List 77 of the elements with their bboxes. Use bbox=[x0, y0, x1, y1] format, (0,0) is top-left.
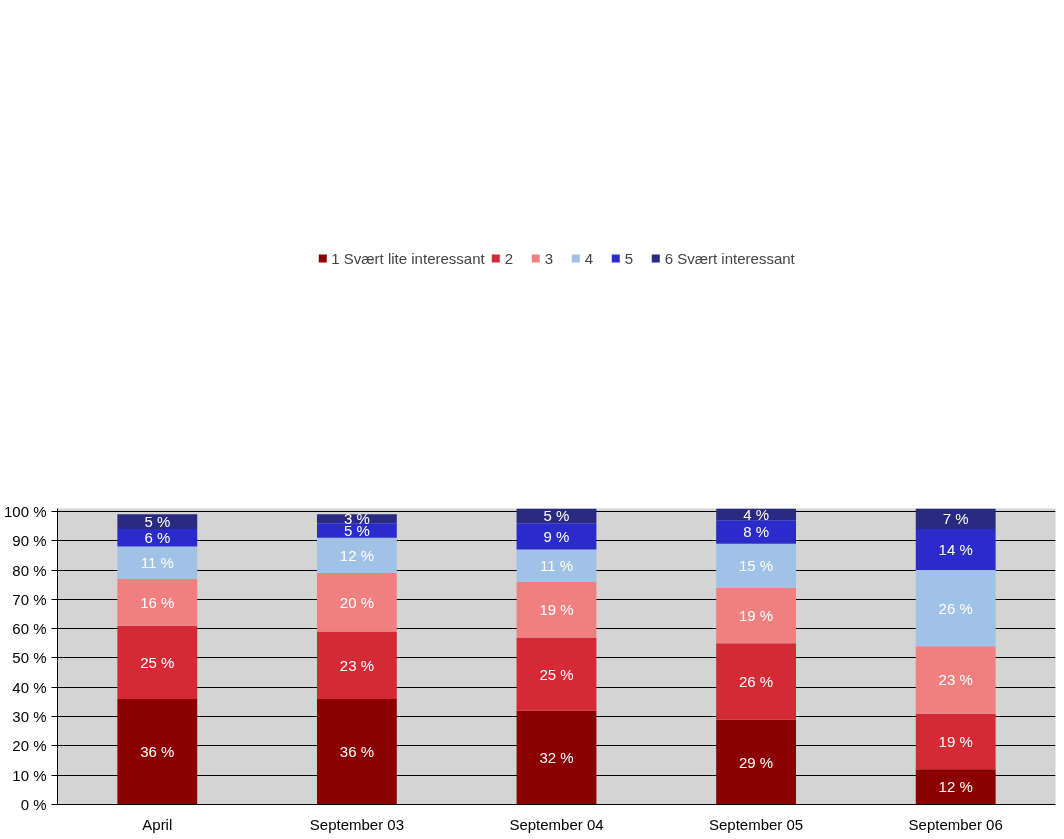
data-label: 19 % bbox=[739, 606, 774, 624]
data-label: 15 % bbox=[739, 557, 774, 575]
bar bbox=[516, 581, 597, 638]
data-label: 25 % bbox=[140, 653, 175, 671]
data-label: 8 % bbox=[743, 523, 770, 541]
bar bbox=[316, 572, 397, 632]
data-label: 19 % bbox=[938, 732, 973, 750]
bar bbox=[516, 637, 597, 711]
data-label: 20 % bbox=[339, 593, 375, 611]
data-label: 19 % bbox=[539, 601, 574, 619]
x-tick-label: September 03 bbox=[309, 815, 405, 833]
legend-label: 3 bbox=[544, 249, 554, 267]
bar bbox=[117, 578, 198, 626]
y-tick-label: 0 % bbox=[20, 796, 47, 813]
bar bbox=[117, 546, 198, 579]
bar bbox=[915, 508, 996, 530]
x-tick-label: September 05 bbox=[708, 815, 804, 833]
data-label: 32 % bbox=[539, 749, 574, 767]
data-label: 36 % bbox=[140, 743, 175, 761]
data-label: 11 % bbox=[539, 557, 574, 575]
bar bbox=[716, 543, 797, 588]
data-label: 4 % bbox=[743, 505, 770, 523]
y-tick-label: 10 % bbox=[12, 766, 47, 784]
y-tick-label: 70 % bbox=[12, 590, 47, 608]
data-label: 26 % bbox=[938, 599, 973, 617]
bar bbox=[915, 529, 996, 571]
y-tick-label: 80 % bbox=[12, 561, 47, 579]
data-label: 7 % bbox=[942, 510, 969, 528]
bar bbox=[716, 719, 797, 805]
bar bbox=[117, 625, 198, 699]
x-tick-label: April bbox=[142, 815, 173, 833]
bar bbox=[716, 643, 797, 720]
bar bbox=[117, 699, 198, 805]
y-tick-label: 40 % bbox=[12, 678, 47, 696]
bar bbox=[915, 570, 996, 647]
bar bbox=[516, 523, 597, 550]
y-tick-label: 100 % bbox=[3, 502, 47, 520]
bar bbox=[117, 529, 198, 547]
data-label: 9 % bbox=[543, 527, 570, 545]
bar bbox=[316, 523, 397, 538]
data-label: 12 % bbox=[339, 546, 375, 564]
bar bbox=[316, 631, 397, 699]
bar bbox=[716, 587, 797, 644]
data-label: 26 % bbox=[739, 672, 774, 690]
legend-label: 5 bbox=[624, 249, 634, 267]
legend-label: 2 bbox=[504, 249, 514, 267]
y-tick-label: 90 % bbox=[12, 532, 47, 550]
x-tick-label: September 04 bbox=[509, 815, 604, 833]
y-tick-label: 50 % bbox=[12, 649, 47, 667]
legend-label: 6 Svært interessant bbox=[664, 249, 795, 267]
data-label: 12 % bbox=[938, 778, 973, 796]
bar bbox=[316, 537, 397, 573]
data-label: 16 % bbox=[140, 593, 175, 611]
legend-label: 4 bbox=[584, 249, 594, 267]
data-label: 11 % bbox=[140, 554, 174, 572]
bar bbox=[516, 549, 597, 582]
data-label: 5 % bbox=[144, 513, 171, 531]
bar bbox=[915, 646, 996, 714]
data-label: 23 % bbox=[938, 671, 973, 689]
bar bbox=[117, 514, 198, 530]
data-label: 23 % bbox=[339, 656, 375, 674]
data-label: 36 % bbox=[339, 743, 375, 761]
bar bbox=[716, 520, 797, 544]
y-tick-label: 20 % bbox=[12, 737, 47, 755]
legend-label: 1 Svært lite interessant bbox=[331, 249, 485, 267]
data-label: 29 % bbox=[739, 753, 774, 771]
data-label: 6 % bbox=[144, 529, 171, 547]
y-tick-label: 30 % bbox=[12, 708, 47, 726]
bar bbox=[516, 710, 597, 805]
bar bbox=[316, 699, 397, 805]
data-label: 25 % bbox=[539, 665, 574, 683]
data-label: 14 % bbox=[938, 541, 973, 559]
bar bbox=[915, 713, 996, 770]
x-tick-label: September 06 bbox=[908, 815, 1003, 833]
y-tick-label: 60 % bbox=[12, 620, 47, 638]
data-label: 5 % bbox=[543, 507, 570, 525]
bar bbox=[915, 769, 996, 805]
